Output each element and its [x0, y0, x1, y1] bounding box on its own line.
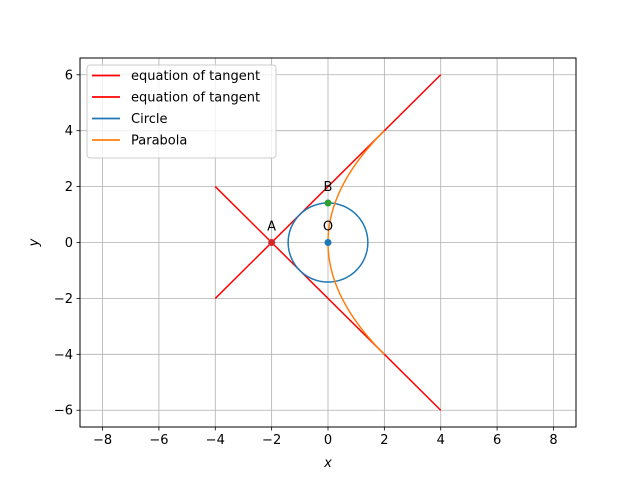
tangent-line — [214, 74, 442, 299]
legend-box — [86, 64, 277, 159]
x-tick-label: −8 — [93, 433, 112, 448]
axis-ticks: −8 −6 −4 −2 0 2 4 6 8 −6 −4 −2 0 2 4 6 — [54, 68, 558, 448]
legend: equation of tangent equation of tangent Ci… — [86, 64, 277, 159]
x-tick-label: 8 — [549, 433, 557, 448]
point-o-marker — [324, 239, 332, 246]
y-tick-label: −2 — [54, 292, 73, 307]
y-tick-label: 0 — [65, 236, 73, 251]
x-tick-label: −4 — [206, 433, 225, 448]
legend-entry-label: equation of tangent — [131, 69, 260, 84]
x-tick-label: −6 — [149, 433, 168, 448]
y-tick-label: −4 — [54, 348, 73, 363]
x-tick-label: −2 — [262, 433, 281, 448]
plot-series — [214, 74, 442, 411]
x-tick-label: 6 — [493, 433, 501, 448]
y-tick-label: −6 — [54, 404, 73, 419]
circle-curve — [287, 202, 369, 283]
y-tick-label: 6 — [65, 68, 73, 83]
plot-points: A B O — [267, 180, 333, 246]
y-axis-label: y — [27, 238, 42, 247]
tangent-line — [214, 186, 442, 411]
point-b-label: B — [324, 180, 333, 195]
x-tick-label: 2 — [380, 433, 388, 448]
legend-entry-label: Parabola — [131, 134, 187, 149]
y-tick-label: 2 — [65, 180, 73, 195]
point-a-label: A — [267, 220, 276, 235]
point-a-marker — [268, 239, 276, 246]
x-axis-label: x — [323, 456, 332, 471]
x-tick-label: 4 — [437, 433, 445, 448]
point-b-marker — [324, 199, 332, 207]
x-tick-label: 0 — [324, 433, 332, 448]
legend-entry-label: equation of tangent — [131, 91, 260, 106]
point-o-label: O — [323, 220, 333, 235]
legend-entry-label: Circle — [131, 112, 168, 127]
y-tick-label: 4 — [65, 124, 73, 139]
